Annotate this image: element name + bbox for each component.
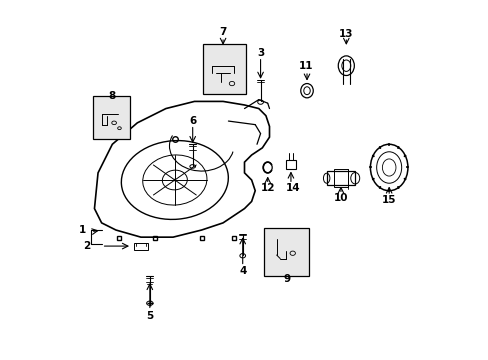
Text: 11: 11 — [298, 62, 312, 71]
Bar — [134, 243, 148, 249]
FancyBboxPatch shape — [264, 228, 308, 276]
Text: 3: 3 — [256, 48, 264, 58]
FancyBboxPatch shape — [203, 44, 246, 94]
Text: 10: 10 — [333, 193, 347, 203]
Text: 4: 4 — [239, 266, 246, 276]
FancyBboxPatch shape — [93, 96, 130, 139]
Bar — [285, 160, 296, 169]
Text: 9: 9 — [283, 274, 289, 284]
Ellipse shape — [174, 179, 175, 181]
Text: 13: 13 — [338, 28, 353, 39]
Text: 12: 12 — [260, 183, 274, 193]
Text: 6: 6 — [189, 116, 196, 126]
Text: 5: 5 — [146, 311, 153, 321]
Text: 15: 15 — [381, 195, 396, 205]
Bar — [326, 171, 354, 185]
Text: 14: 14 — [285, 183, 300, 193]
Text: 8: 8 — [108, 91, 116, 101]
Text: 2: 2 — [82, 241, 90, 251]
Bar — [333, 169, 347, 187]
Text: 7: 7 — [219, 27, 226, 37]
Text: 1: 1 — [78, 225, 85, 235]
